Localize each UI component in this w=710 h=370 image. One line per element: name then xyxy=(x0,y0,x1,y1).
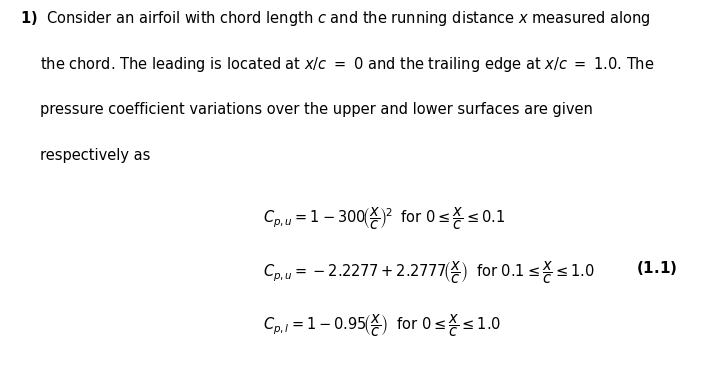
Text: $\mathbf{1)}$  Consider an airfoil with chord length $\mathit{c}$ and the runnin: $\mathbf{1)}$ Consider an airfoil with c… xyxy=(20,9,650,28)
Text: the chord. The leading is located at $\mathit{x/c}$ $=$ 0 and the trailing edge : the chord. The leading is located at $\m… xyxy=(40,56,654,74)
Text: pressure coefficient variations over the upper and lower surfaces are given: pressure coefficient variations over the… xyxy=(40,102,593,117)
Text: $C_{p,u} =-2.2277+2.2777\!\left(\dfrac{x}{c}\right)\;$ for $0.1\leq\dfrac{x}{c}\: $C_{p,u} =-2.2277+2.2777\!\left(\dfrac{x… xyxy=(263,259,594,286)
Text: $C_{p,u} =1-300\!\left(\dfrac{x}{c}\right)^{\!2}\;$ for $0\leq\dfrac{x}{c}\leq 0: $C_{p,u} =1-300\!\left(\dfrac{x}{c}\righ… xyxy=(263,205,505,232)
Text: $\mathbf{(1.1)}$: $\mathbf{(1.1)}$ xyxy=(636,259,678,277)
Text: $C_{p,l} =1-0.95\!\left(\dfrac{x}{c}\right)\;$ for $0\leq\dfrac{x}{c}\leq 1.0$: $C_{p,l} =1-0.95\!\left(\dfrac{x}{c}\rig… xyxy=(263,313,501,339)
Text: respectively as: respectively as xyxy=(40,148,150,163)
